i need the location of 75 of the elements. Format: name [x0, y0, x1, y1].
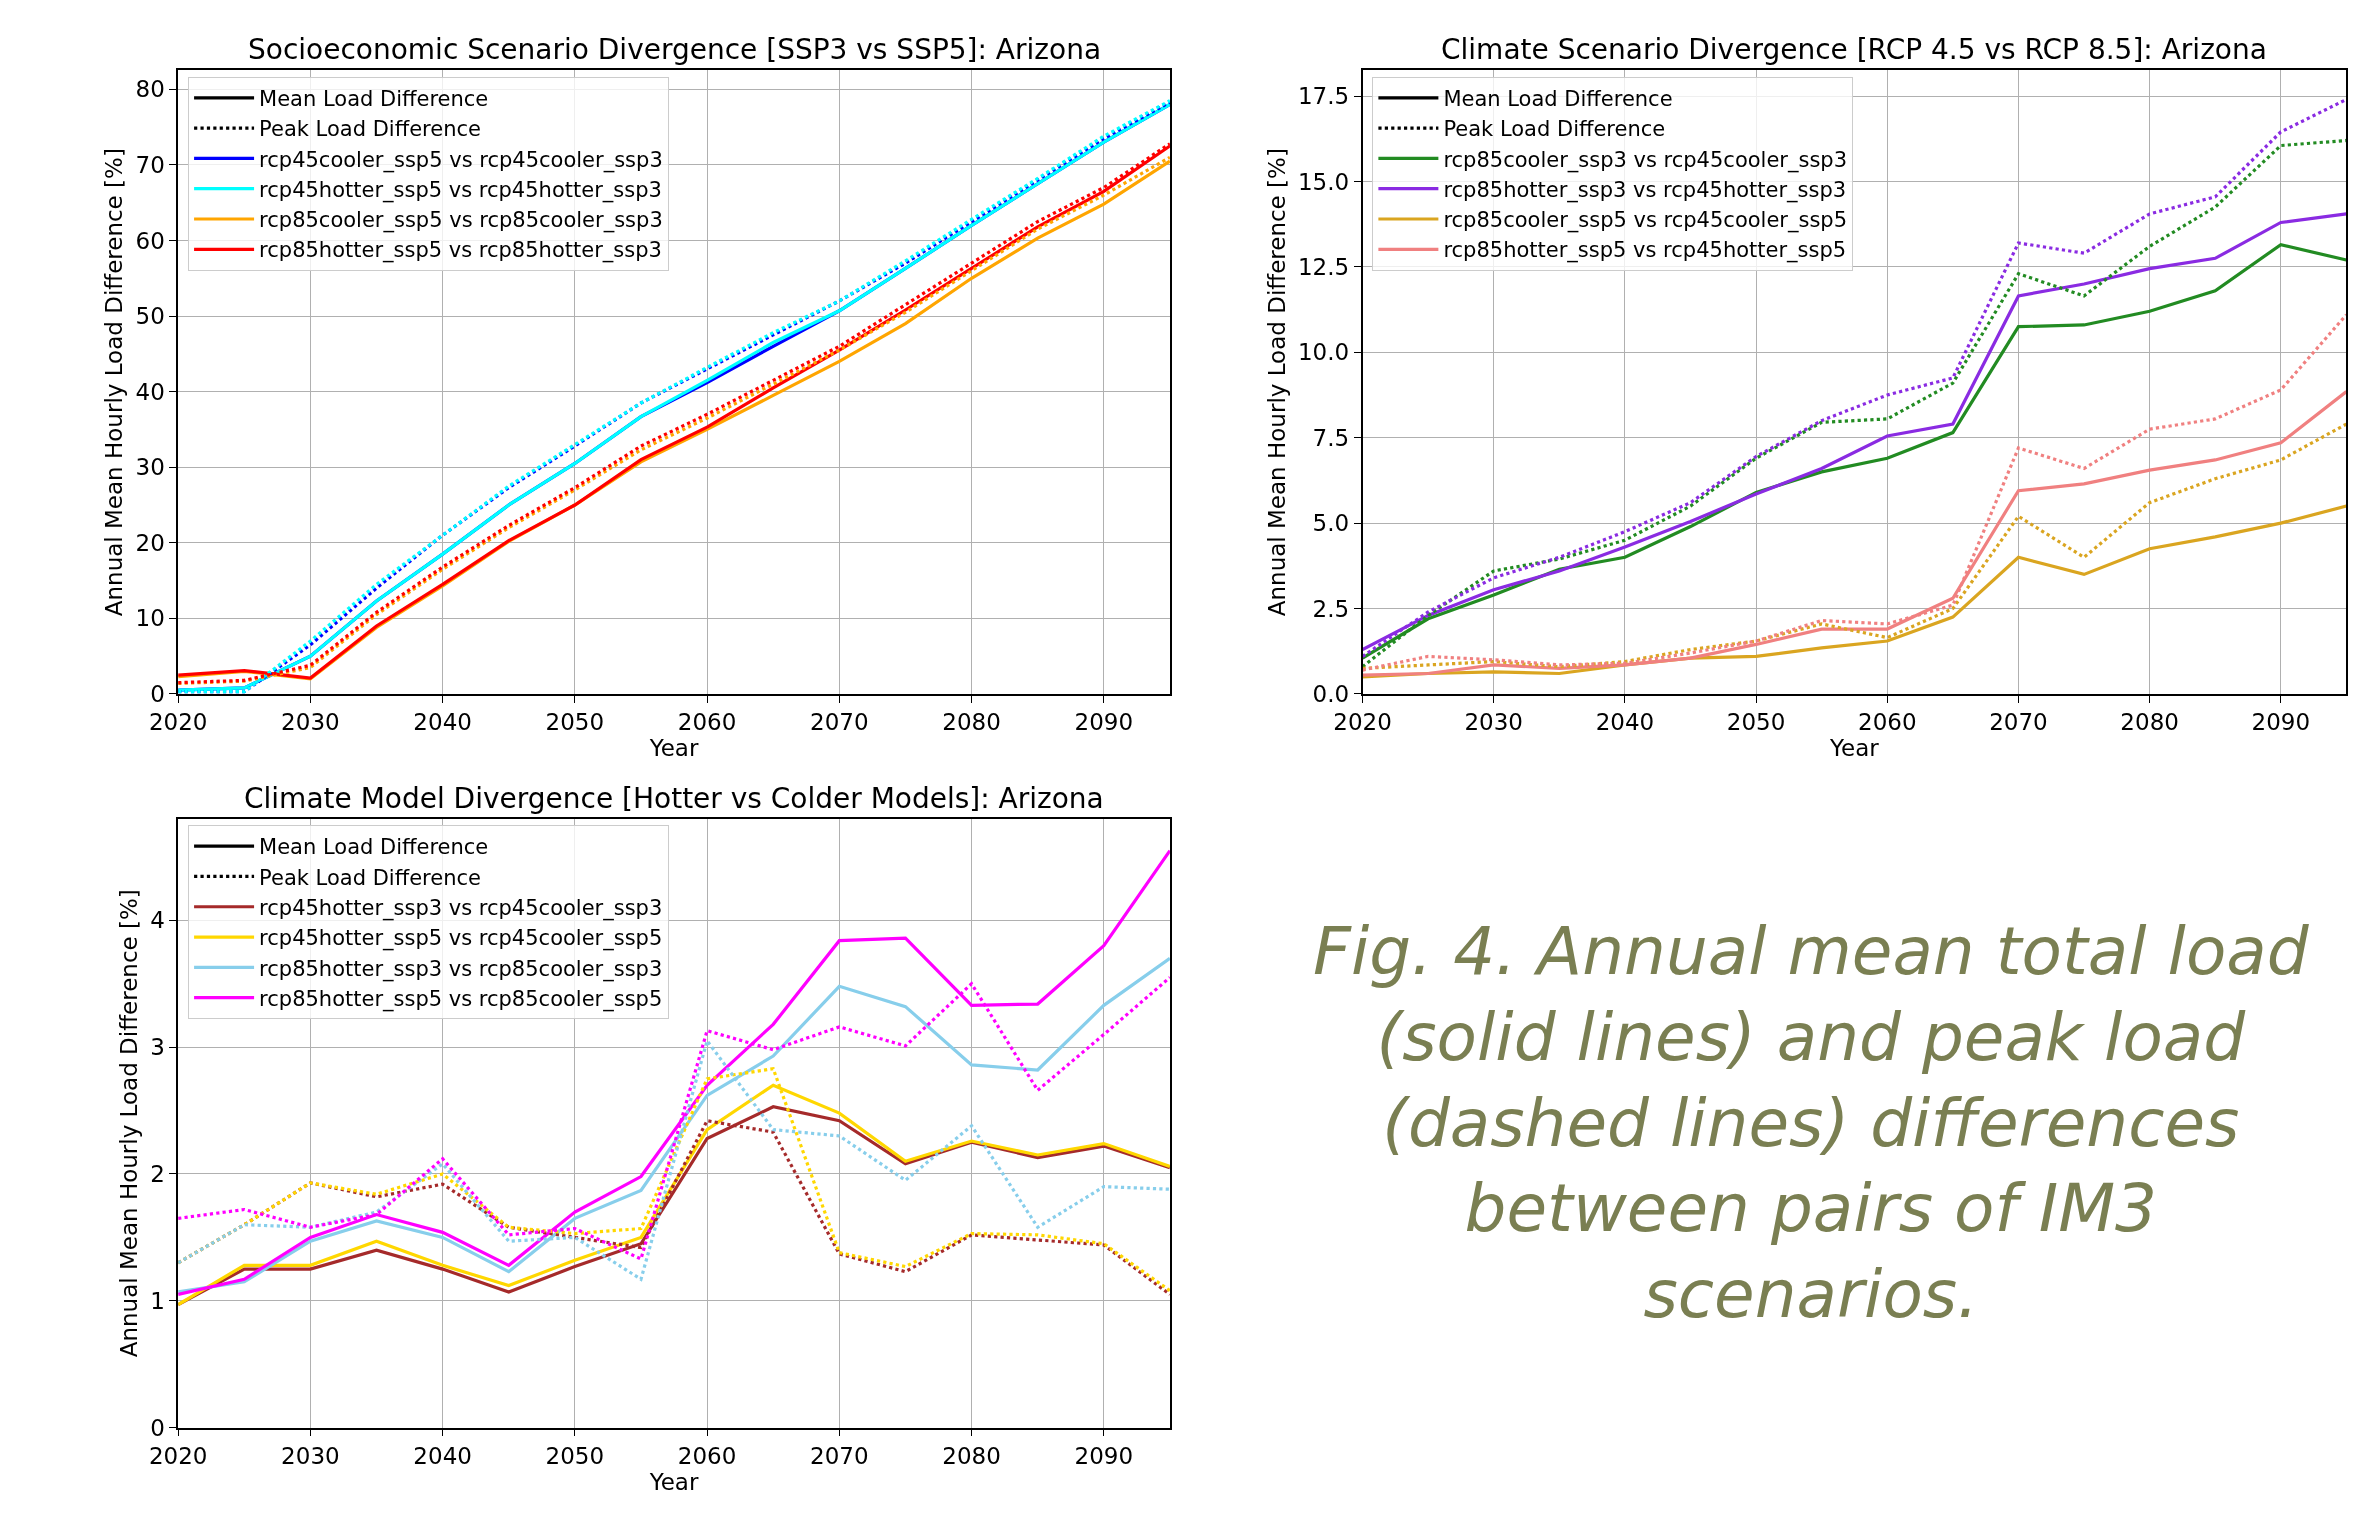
legend-label: rcp45hotter_ssp5 vs rcp45cooler_ssp5	[259, 926, 663, 952]
x-tick-label: 2020	[1333, 709, 1392, 736]
y-tick-label: 2	[150, 1161, 165, 1188]
legend-label: Mean Load Difference	[259, 86, 489, 111]
x-tick-label: 2040	[413, 1442, 472, 1469]
y-tick-label: 12.5	[1297, 253, 1350, 280]
legend-label: Peak Load Difference	[1443, 117, 1666, 142]
legend-label: rcp85hotter_ssp3 vs rcp85cooler_ssp3	[259, 956, 663, 982]
x-tick-label: 2090	[2251, 709, 2311, 736]
x-tick-label: 2090	[1074, 1442, 1134, 1469]
x-tick-label: 2040	[413, 709, 472, 736]
x-tick-label: 2080	[942, 1442, 1001, 1469]
y-tick-label: 20	[135, 529, 165, 556]
x-tick-label: 2070	[810, 709, 869, 736]
y-tick-label: 30	[135, 454, 165, 481]
legend-label: Mean Load Difference	[1443, 86, 1673, 111]
caption: Fig. 4. Annual mean total load (solid lines) and peak load (dashed lines) differences between pairs of IM3 scenarios.	[1313, 913, 2310, 1334]
x-tick-label: 2080	[2120, 709, 2179, 736]
legend-label: rcp85hotter_ssp5 vs rcp45hotter_ssp5	[1443, 238, 1847, 264]
x-axis-title: Year	[648, 735, 699, 762]
y-tick-label: 7.5	[1312, 424, 1350, 451]
y-tick-label: 50	[135, 303, 165, 330]
x-tick-label: 2030	[1464, 709, 1523, 736]
legend-label: rcp45hotter_ssp5 vs rcp45hotter_ssp3	[259, 177, 662, 203]
y-tick-label: 2.5	[1312, 595, 1350, 622]
y-tick-label: 0.0	[1312, 681, 1350, 708]
legend-label: Peak Load Difference	[259, 865, 481, 890]
legend-label: rcp45hotter_ssp3 vs rcp45cooler_ssp3	[259, 895, 663, 921]
y-tick-label: 0	[150, 1414, 165, 1441]
y-tick-label: 4	[150, 907, 165, 934]
line-series	[178, 956, 1170, 1294]
x-tick-label: 2040	[1595, 709, 1655, 736]
x-tick-label: 2020	[148, 1442, 208, 1469]
legend-label: rcp85cooler_ssp3 vs rcp45cooler_ssp3	[1443, 147, 1848, 173]
chart-title: Climate Model Divergence [Hotter vs Colder Models]: Arizona	[244, 782, 1104, 815]
legend-label: rcp85cooler_ssp5 vs rcp85cooler_ssp3	[259, 208, 663, 234]
y-tick-label: 1	[150, 1287, 165, 1314]
x-tick-label: 2030	[281, 709, 340, 736]
chart-title: Socioeconomic Scenario Divergence [SSP3 vs SSP5]: Arizona	[248, 33, 1102, 66]
y-tick-label: 60	[135, 227, 165, 254]
legend-label: rcp85hotter_ssp5 vs rcp85cooler_ssp5	[259, 986, 663, 1012]
y-tick-label: 70	[135, 151, 165, 178]
legend-label: rcp85hotter_ssp5 vs rcp85hotter_ssp3	[259, 238, 662, 264]
y-tick-label: 80	[135, 76, 165, 103]
y-tick-label: 10.0	[1297, 339, 1350, 366]
x-tick-label: 2050	[545, 709, 605, 736]
y-axis-title: Annual Mean Hourly Load Difference [%]	[1263, 148, 1290, 617]
y-tick-label: 15.0	[1297, 168, 1350, 195]
y-tick-label: 40	[135, 378, 165, 405]
y-tick-label: 0	[150, 681, 165, 708]
legend-label: rcp85hotter_ssp3 vs rcp45hotter_ssp3	[1443, 177, 1847, 203]
x-tick-label: 2050	[545, 1442, 605, 1469]
x-tick-label: 2090	[1074, 709, 1134, 736]
legend-label: rcp45cooler_ssp5 vs rcp45cooler_ssp3	[259, 147, 663, 173]
x-axis-title: Year	[1829, 735, 1880, 762]
y-tick-label: 5.0	[1312, 510, 1350, 537]
x-tick-label: 2060	[677, 709, 737, 736]
x-tick-label: 2070	[1989, 709, 2048, 736]
x-tick-label: 2050	[1726, 709, 1786, 736]
y-axis-title: Annual Mean Hourly Load Difference [%]	[116, 889, 143, 1358]
x-tick-label: 2080	[942, 709, 1001, 736]
x-axis-title: Year	[648, 1468, 699, 1495]
y-tick-label: 3	[150, 1034, 165, 1061]
legend-label: Peak Load Difference	[259, 117, 481, 142]
x-tick-label: 2070	[810, 1442, 869, 1469]
y-axis-title: Annual Mean Hourly Load Difference [%]	[101, 148, 128, 617]
y-tick-label: 10	[135, 605, 165, 632]
x-tick-label: 2020	[148, 709, 208, 736]
y-tick-label: 17.5	[1297, 83, 1350, 110]
chart-title: Climate Scenario Divergence [RCP 4.5 vs RCP 8.5]: Arizona	[1441, 33, 2267, 66]
x-tick-label: 2060	[677, 1442, 737, 1469]
x-tick-label: 2060	[1857, 709, 1917, 736]
legend-label: Mean Load Difference	[259, 835, 489, 860]
x-tick-label: 2030	[281, 1442, 340, 1469]
legend-label: rcp85cooler_ssp5 vs rcp45cooler_ssp5	[1443, 208, 1848, 234]
